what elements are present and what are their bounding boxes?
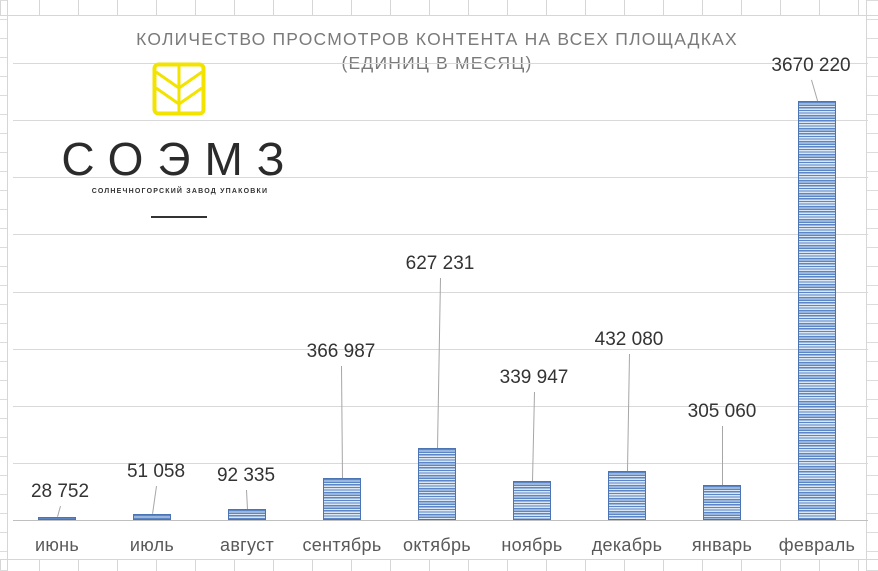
- chart-title: КОЛИЧЕСТВО ПРОСМОТРОВ КОНТЕНТА НА ВСЕХ П…: [8, 27, 866, 75]
- leader-line: [341, 365, 343, 479]
- logo-divider: [151, 216, 207, 218]
- category-label: ноябрь: [501, 535, 563, 555]
- gridline: [13, 177, 868, 179]
- bar-август[interactable]: [228, 509, 266, 520]
- category-label: июль: [129, 535, 175, 555]
- leader-line: [152, 486, 157, 515]
- category-label: февраль: [778, 535, 856, 555]
- gridline: [13, 405, 868, 407]
- bar-январь[interactable]: [703, 485, 741, 520]
- data-label: 92 335: [216, 465, 276, 486]
- category-label: январь: [691, 535, 753, 555]
- leader-line: [246, 489, 248, 510]
- data-label: 432 080: [594, 329, 664, 350]
- x-axis-line: [13, 520, 868, 521]
- chart-title-line1: КОЛИЧЕСТВО ПРОСМОТРОВ КОНТЕНТА НА ВСЕХ П…: [136, 29, 738, 49]
- category-label: июнь: [34, 535, 80, 555]
- spreadsheet-grid-right: [866, 0, 878, 571]
- leader-line: [627, 354, 630, 471]
- plot-area: 28 752 июнь 51 058 июль 92 335 август 366 987 с…: [8, 16, 868, 559]
- spreadsheet-grid-left: [0, 0, 8, 571]
- wheat-leaf-icon: [152, 62, 206, 116]
- spreadsheet-grid-top: [0, 0, 878, 16]
- category-label: октябрь: [403, 535, 471, 555]
- data-label: 28 752: [30, 481, 90, 502]
- gridline: [13, 63, 868, 64]
- bar-ноябрь[interactable]: [513, 481, 551, 520]
- data-label: 51 058: [126, 461, 186, 482]
- data-label: 305 060: [687, 401, 757, 422]
- logo-wordmark: СОЭМЗ: [61, 133, 299, 185]
- spreadsheet-grid-bottom: [0, 559, 878, 571]
- data-label: 366 987: [306, 341, 376, 362]
- category-label: декабрь: [591, 535, 663, 555]
- data-label: 339 947: [499, 367, 569, 388]
- gridline: [13, 120, 868, 122]
- gridline: [13, 234, 868, 236]
- logo-subtitle: СОЛНЕЧНОГОРСКИЙ ЗАВОД УПАКОВКИ: [91, 188, 269, 195]
- category-label: сентябрь: [302, 535, 382, 555]
- category-label: август: [220, 535, 274, 555]
- bar-сентябрь[interactable]: [323, 478, 361, 520]
- bar-декабрь[interactable]: [608, 470, 646, 520]
- data-label: 3670 220: [771, 55, 851, 76]
- chart-area[interactable]: КОЛИЧЕСТВО ПРОСМОТРОВ КОНТЕНТА НА ВСЕХ П…: [8, 16, 868, 559]
- company-logo: СОЭМЗ СОЛНЕЧНОГОРСКИЙ ЗАВОД УПАКОВКИ: [60, 62, 300, 237]
- data-label: 627 231: [405, 253, 475, 274]
- leader-line: [811, 79, 818, 101]
- bar-февраль[interactable]: [798, 100, 836, 520]
- bar-октябрь[interactable]: [418, 448, 456, 520]
- bar-июнь[interactable]: [38, 516, 76, 520]
- bar-июль[interactable]: [133, 514, 171, 520]
- leader-line: [722, 426, 723, 486]
- leader-line: [57, 506, 61, 517]
- gridline: [13, 348, 868, 350]
- leader-line: [437, 278, 441, 449]
